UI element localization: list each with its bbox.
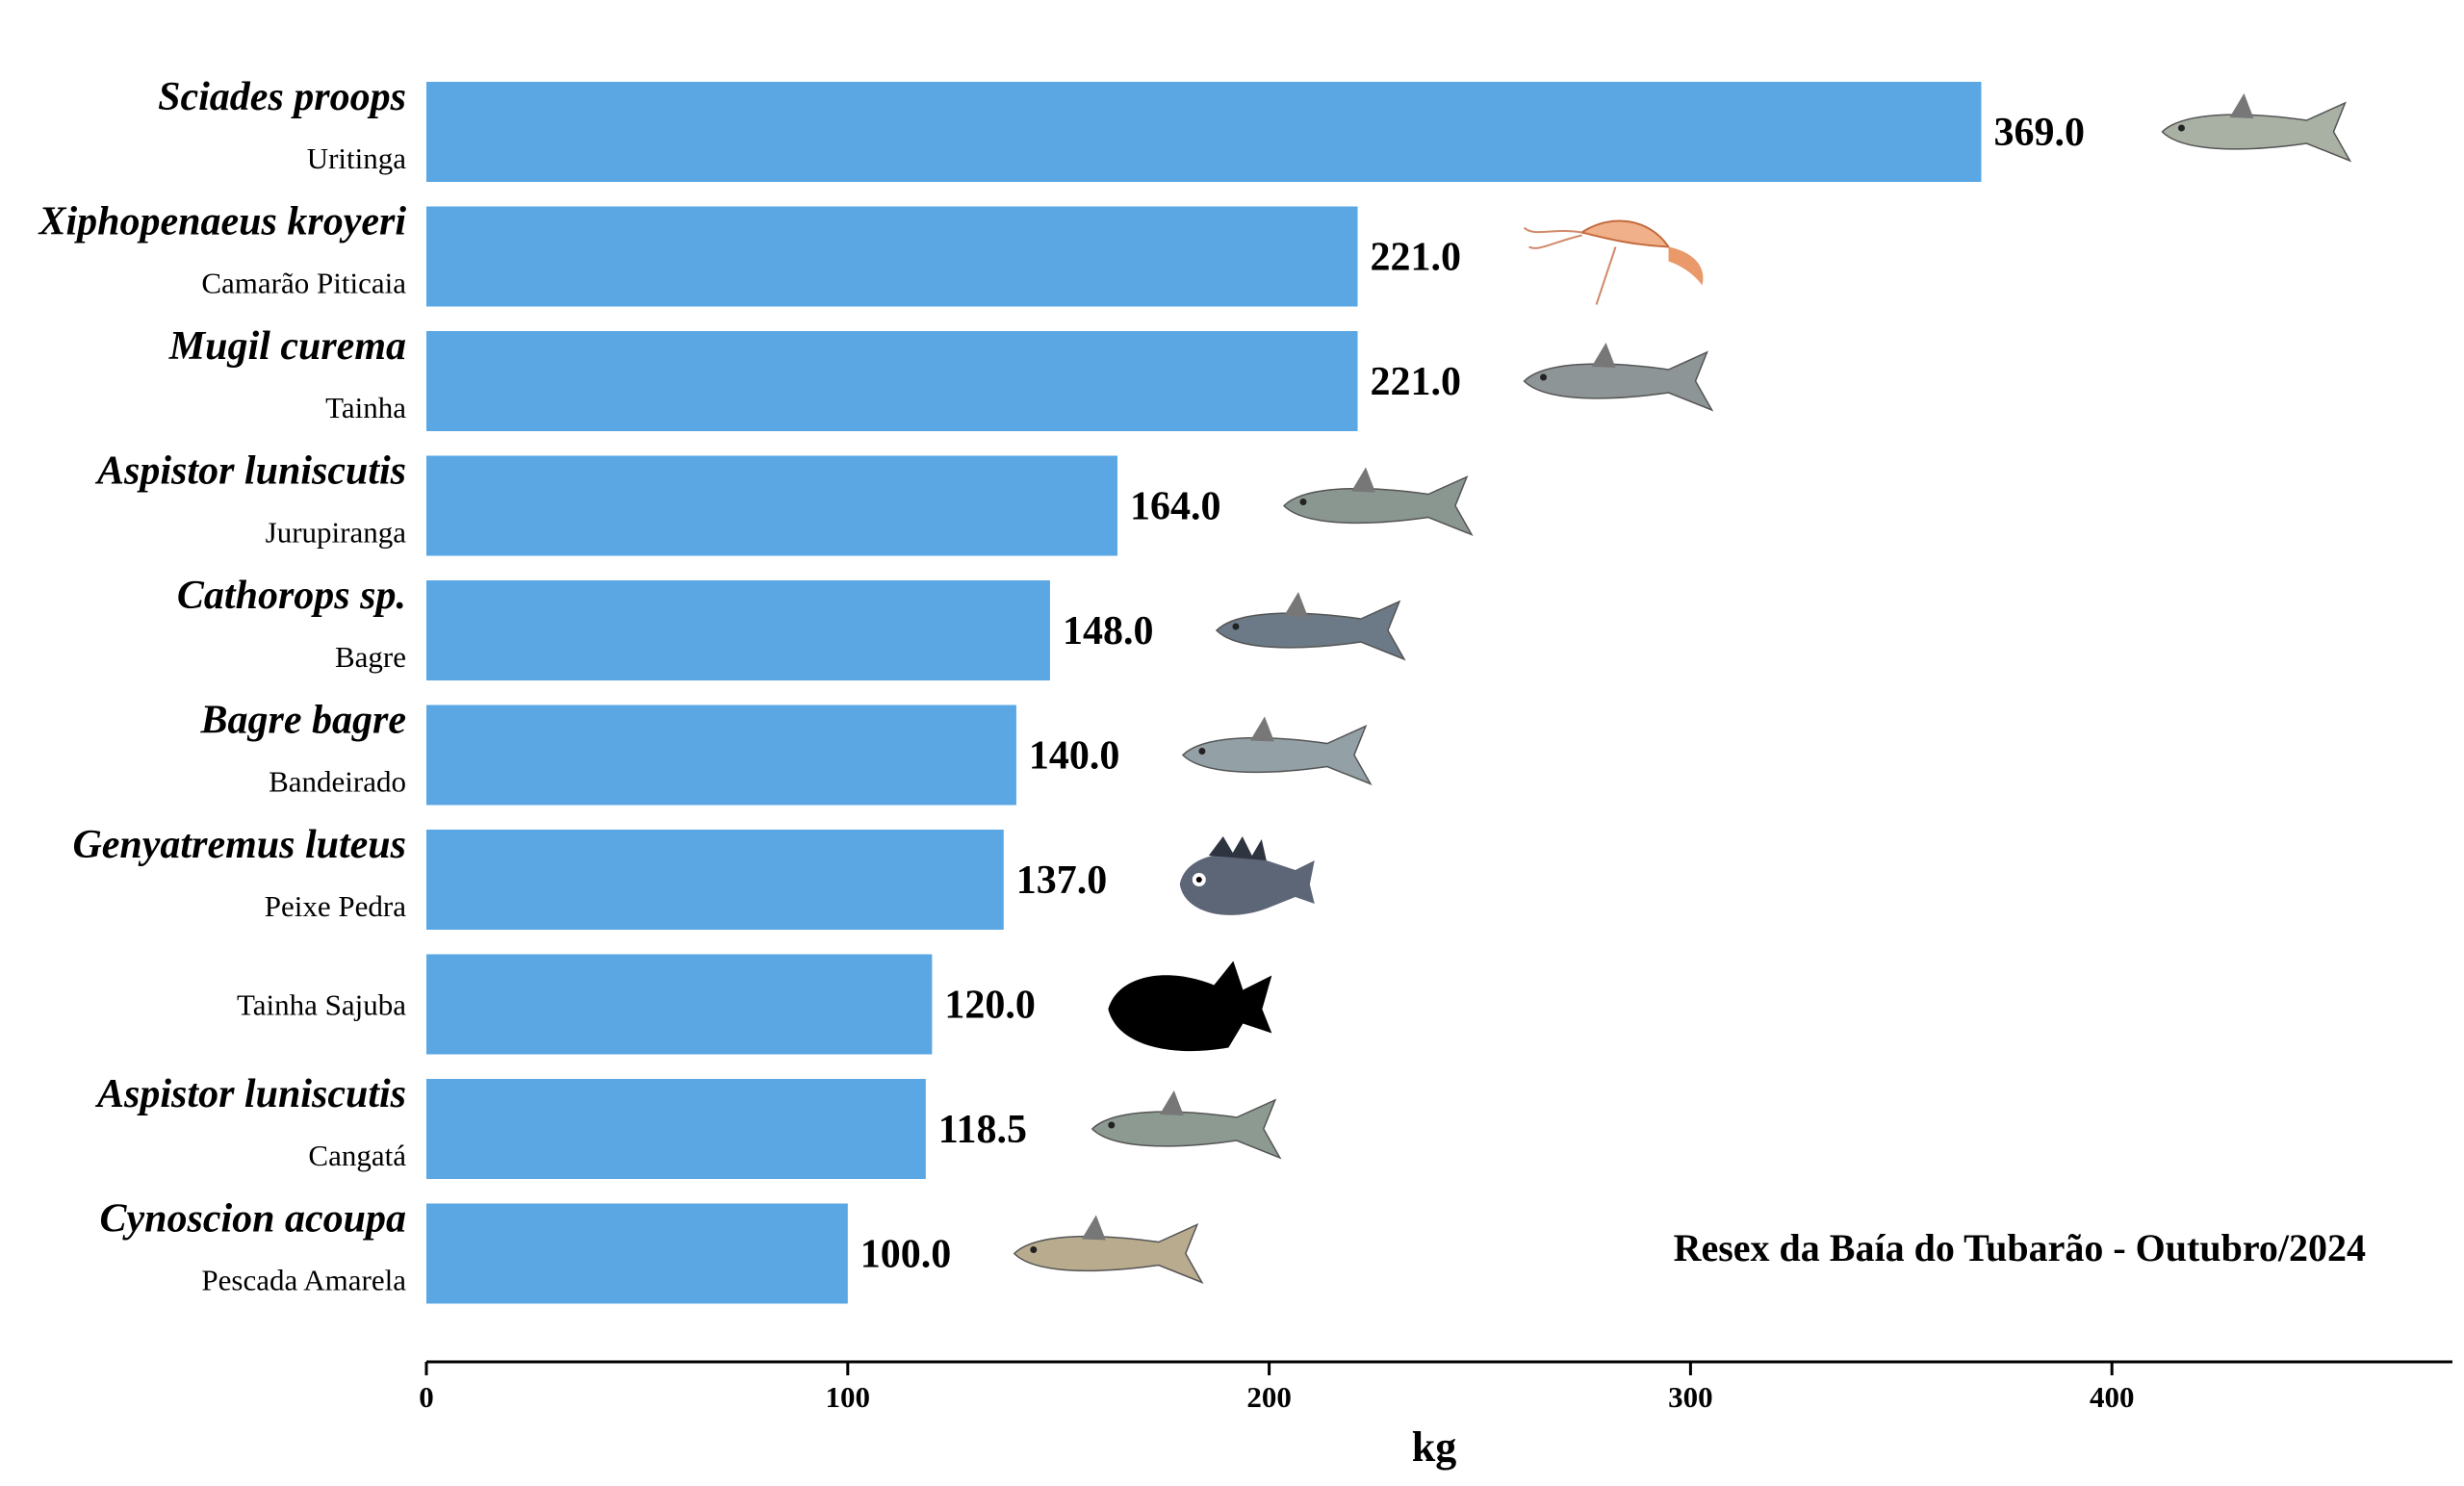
value-label-6: 140.0 — [1029, 734, 1120, 779]
catfish-icon — [1215, 592, 1406, 661]
x-tick-label-100: 100 — [826, 1380, 871, 1414]
category-common-name-10: Pescada Amarela — [201, 1264, 406, 1297]
category-scientific-name-4: Aspistor luniscutis — [94, 449, 406, 494]
bar-7 — [426, 830, 1004, 930]
catfish-icon — [1091, 1090, 1282, 1160]
catfish-icon — [1181, 716, 1373, 785]
bar-1 — [426, 82, 1982, 182]
bar-8 — [426, 954, 933, 1055]
weakfish-icon — [1013, 1215, 1204, 1284]
category-common-name-3: Tainha — [325, 391, 406, 424]
fish-silhouette-icon — [1108, 961, 1272, 1052]
bar-3 — [426, 331, 1358, 431]
x-axis: 0 100 200 300 400 — [419, 1360, 2452, 1414]
x-tick-label-400: 400 — [2090, 1380, 2135, 1414]
species-icons-group — [1013, 93, 2352, 1284]
category-scientific-name-3: Mugil curema — [168, 324, 406, 369]
value-label-5: 148.0 — [1063, 609, 1154, 653]
mullet-icon — [1523, 343, 1714, 412]
category-common-name-7: Peixe Pedra — [265, 889, 406, 923]
bar-6 — [426, 705, 1016, 806]
value-labels-group: 369.0 221.0 221.0 164.0 148.0 140.0 137.0 120.0… — [860, 111, 2085, 1277]
x-tick-label-300: 300 — [1668, 1380, 1713, 1414]
bar-9 — [426, 1079, 926, 1179]
category-common-name-5: Bagre — [335, 640, 406, 674]
category-labels-group: Sciades proops Uritinga Xiphopenaeus kroye… — [37, 75, 406, 1297]
category-scientific-name-9: Aspistor luniscutis — [94, 1072, 406, 1116]
category-common-name-8: Tainha Sajuba — [237, 988, 406, 1022]
x-tick-label-200: 200 — [1246, 1380, 1292, 1414]
value-label-4: 164.0 — [1130, 485, 1221, 529]
bar-2 — [426, 206, 1358, 307]
value-label-7: 137.0 — [1016, 858, 1108, 903]
bars-group — [426, 82, 1982, 1304]
x-tick-label-0: 0 — [419, 1380, 434, 1414]
category-scientific-name-7: Genyatremus luteus — [72, 823, 406, 867]
shrimp-icon — [1523, 219, 1704, 305]
category-common-name-1: Uritinga — [307, 141, 407, 175]
value-label-8: 120.0 — [944, 984, 1036, 1028]
category-scientific-name-1: Sciades proops — [158, 75, 406, 119]
category-scientific-name-5: Cathorops sp. — [177, 574, 406, 618]
category-common-name-9: Cangatá — [308, 1139, 406, 1172]
value-label-9: 118.5 — [938, 1108, 1027, 1152]
category-scientific-name-10: Cynoscion acoupa — [99, 1197, 406, 1242]
bar-10 — [426, 1203, 848, 1304]
catfish-icon — [2161, 93, 2352, 163]
grunt-fish-icon — [1179, 836, 1315, 915]
category-scientific-name-6: Bagre bagre — [200, 699, 407, 743]
bar-4 — [426, 455, 1117, 556]
chart-annotation: Resex da Baía do Tubarão - Outubro/2024 — [1674, 1226, 2366, 1269]
category-common-name-4: Jurupiranga — [266, 516, 407, 550]
value-label-3: 221.0 — [1371, 360, 1462, 404]
category-common-name-6: Bandeirado — [269, 765, 406, 799]
value-label-2: 221.0 — [1371, 236, 1462, 280]
category-common-name-2: Camarão Piticaia — [201, 267, 406, 300]
catfish-icon — [1282, 467, 1474, 536]
bar-5 — [426, 580, 1050, 680]
category-scientific-name-2: Xiphopenaeus kroyeri — [37, 200, 406, 244]
x-axis-title: kg — [1412, 1423, 1456, 1471]
value-label-10: 100.0 — [860, 1233, 952, 1277]
value-label-1: 369.0 — [1993, 111, 2085, 155]
